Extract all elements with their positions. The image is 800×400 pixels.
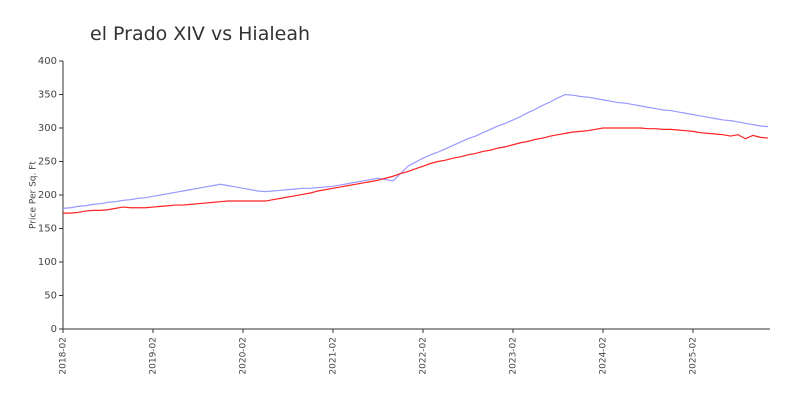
x-tick-label: 2021-02 [329, 337, 339, 375]
y-tick-label: 50 [44, 291, 57, 302]
y-tick-label: 200 [38, 190, 57, 201]
y-tick-label: 250 [38, 157, 57, 168]
x-tick-label: 2023-02 [509, 337, 519, 375]
y-tick-label: 150 [38, 224, 57, 235]
y-tick-label: 350 [38, 90, 57, 101]
x-tick-label: 2024-02 [599, 337, 609, 375]
x-tick-label: 2022-02 [419, 337, 429, 375]
x-tick-label: 2019-02 [149, 337, 159, 375]
series-line [62, 93, 769, 209]
y-axis-label: Price Per Sq. Ft [29, 161, 39, 229]
chart-title: el Prado XIV vs Hialeah [90, 23, 310, 45]
y-tick-label: 400 [38, 56, 57, 67]
y-tick-label: 100 [38, 257, 57, 268]
x-tick-label: 2018-02 [59, 337, 69, 375]
x-tick-label: 2025-02 [689, 337, 699, 375]
y-tick-label: 0 [51, 324, 57, 335]
series-line [63, 127, 769, 214]
x-tick-label: 2020-02 [239, 337, 249, 375]
y-tick-label: 300 [38, 123, 57, 134]
